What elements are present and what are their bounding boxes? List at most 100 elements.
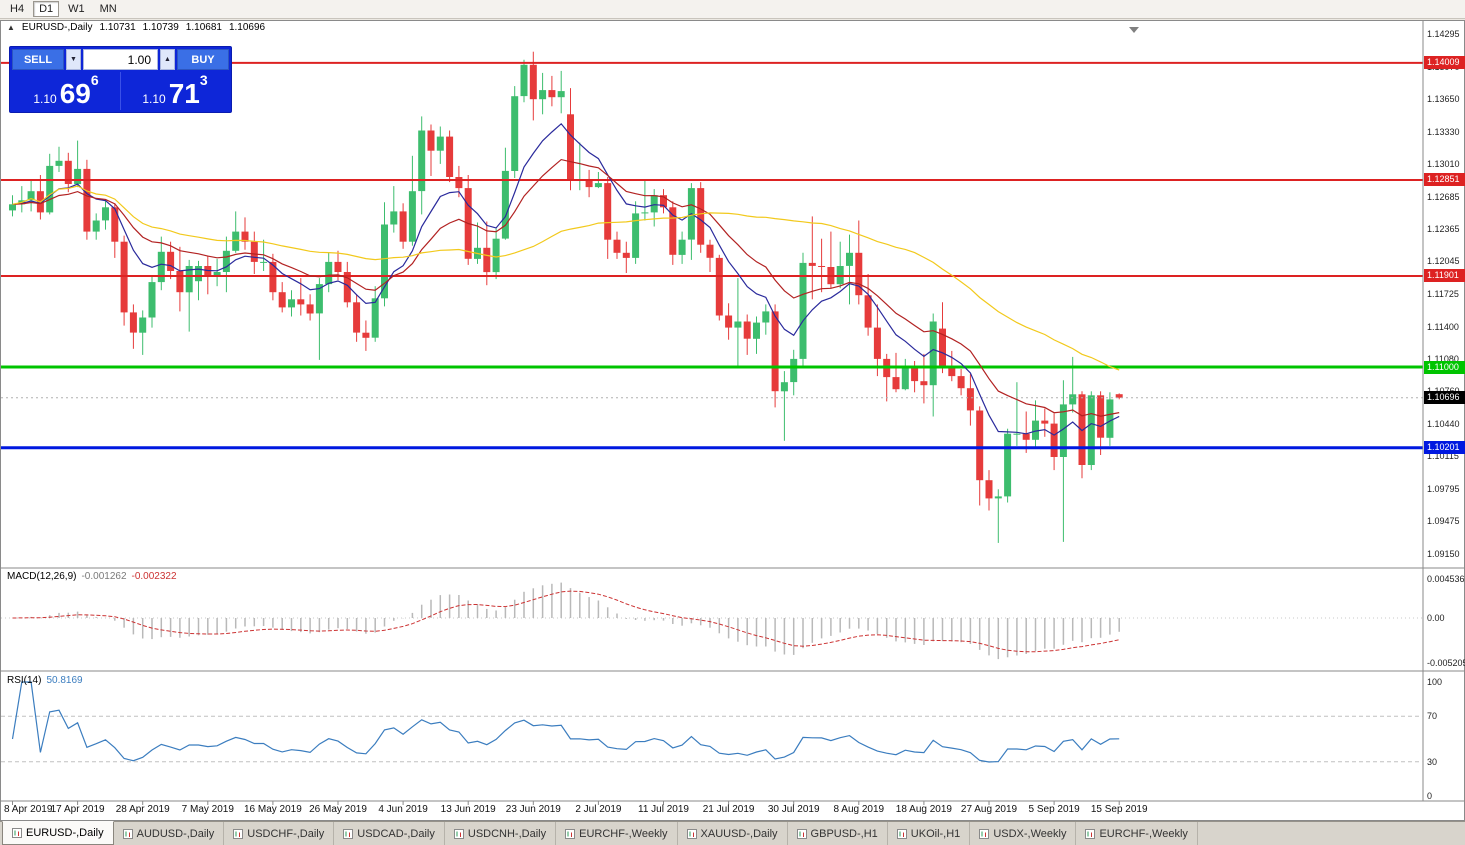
candle-body	[529, 64, 537, 100]
moving-average-line-45	[12, 185, 1120, 371]
candle-body	[715, 257, 723, 316]
candle-body	[1059, 404, 1067, 457]
candle-body	[585, 179, 593, 188]
candle-body	[613, 239, 621, 253]
candle-body	[808, 262, 816, 266]
chart-tab-eurusd-daily[interactable]: EURUSD-,Daily	[2, 821, 114, 845]
candle-body	[483, 247, 491, 273]
price-axis-label: 1.10440	[1427, 418, 1460, 429]
chart-tab-eurchf-weekly[interactable]: EURCHF-,Weekly	[1076, 822, 1198, 845]
candle-body	[901, 367, 909, 390]
price-axis[interactable]: 1.142951.139701.136501.133301.130101.126…	[1424, 21, 1465, 801]
chart-tab-audusd-daily[interactable]: AUDUSD-,Daily	[114, 822, 225, 845]
chart-tab-ukoil-h1[interactable]: UKOil-,H1	[888, 822, 971, 845]
candle-body	[650, 195, 658, 213]
candle-body	[892, 377, 900, 390]
chart-tab-eurchf-weekly[interactable]: EURCHF-,Weekly	[556, 822, 678, 845]
chart-tab-label: EURCHF-,Weekly	[1099, 827, 1188, 840]
chart-icon	[565, 828, 576, 839]
candle-body	[167, 251, 175, 271]
candle-body	[362, 332, 370, 338]
candle-body	[195, 266, 202, 282]
rsi-line	[11, 681, 1120, 763]
timeframe-d1-button[interactable]: D1	[33, 1, 60, 17]
candle-body	[102, 207, 109, 221]
candle-body	[1041, 420, 1049, 424]
price-axis-label: 1.12685	[1427, 191, 1460, 202]
price-axis-label: 1.13010	[1427, 158, 1460, 169]
candle-body	[855, 252, 863, 296]
price-axis-label: 1.09795	[1427, 483, 1460, 494]
candle-body	[864, 295, 872, 328]
ohlc-open-value: 1.10731	[99, 22, 136, 33]
candle-body	[381, 224, 388, 299]
candle-body	[734, 321, 742, 328]
ohlc-close-value: 1.10696	[228, 22, 266, 33]
candle-body	[948, 366, 956, 377]
candle-body	[567, 114, 574, 180]
price-axis-label: 1.12365	[1427, 224, 1460, 235]
candle-body	[873, 327, 881, 359]
chart-tab-gbpusd-h1[interactable]: GBPUSD-,H1	[788, 822, 888, 845]
candle-body	[111, 207, 119, 242]
candle-body	[176, 271, 184, 293]
chart-tab-usdx-weekly[interactable]: USDX-,Weekly	[970, 822, 1077, 845]
timeframe-h4-button[interactable]: H4	[4, 1, 30, 17]
chart-ohlc-header: ▲ EURUSD-,Daily 1.10731 1.10739 1.10681 …	[7, 22, 265, 33]
candle-body	[399, 211, 407, 242]
candle-body	[269, 261, 277, 293]
candle-body	[120, 241, 128, 313]
buy-price-big-digits: 71	[168, 78, 200, 110]
candle-body	[213, 272, 221, 276]
candle-body	[669, 207, 677, 255]
price-axis-label: 1.12045	[1427, 256, 1460, 267]
chart-tab-xauusd-daily[interactable]: XAUUSD-,Daily	[678, 822, 788, 845]
candle-body	[697, 188, 705, 245]
candle-body	[771, 311, 779, 392]
candle-body	[911, 367, 919, 382]
ohlc-low-value: 1.10681	[185, 22, 222, 33]
timeframe-w1-button[interactable]: W1	[62, 1, 91, 17]
collapse-trade-panel-icon[interactable]: ▲	[7, 23, 15, 32]
candle-body	[753, 322, 760, 339]
candle-body	[939, 328, 946, 366]
chart-tab-label: AUDUSD-,Daily	[136, 827, 215, 840]
sell-price-display[interactable]: 1.10 69 6	[12, 72, 120, 110]
price-level-tag: 1.12851	[1424, 173, 1465, 187]
chart-tab-usdcad-daily[interactable]: USDCAD-,Daily	[334, 822, 445, 845]
buy-price-display[interactable]: 1.10 71 3	[120, 72, 229, 110]
candle-body	[520, 64, 528, 97]
candle-body	[790, 358, 798, 383]
price-axis-label: 1.13650	[1427, 94, 1460, 105]
candle-body	[390, 211, 398, 225]
price-level-tag: 1.11000	[1424, 360, 1465, 374]
candle-body	[557, 91, 565, 98]
chart-window[interactable]: ▲ EURUSD-,Daily 1.10731 1.10739 1.10681 …	[0, 20, 1465, 821]
candle-body	[260, 261, 268, 263]
chart-tab-usdcnh-daily[interactable]: USDCNH-,Daily	[445, 822, 557, 845]
chart-tabs-bar: EURUSD-,Daily AUDUSD-,Daily USDCHF-,Daily U…	[0, 821, 1465, 845]
candle-body	[799, 262, 807, 359]
candle-body	[297, 299, 305, 305]
candle-body	[678, 239, 686, 255]
chart-shift-marker-icon[interactable]	[1129, 27, 1139, 33]
price-chart-canvas[interactable]	[1, 21, 1465, 822]
volume-decrease-button[interactable]: ▼	[66, 49, 81, 70]
timeframe-mn-button[interactable]: MN	[94, 1, 123, 17]
price-axis-label: 1.10115	[1427, 451, 1459, 462]
volume-increase-button[interactable]: ▲	[160, 49, 175, 70]
price-axis-label: 1.13330	[1427, 126, 1460, 137]
candle-body	[994, 496, 1002, 499]
candle-body	[1022, 433, 1030, 440]
rsi-indicator-label: RSI(14) 50.8169	[7, 675, 83, 686]
candle-body	[55, 160, 63, 166]
buy-button[interactable]: BUY	[177, 49, 229, 70]
sell-button[interactable]: SELL	[12, 49, 64, 70]
candle-body	[129, 312, 137, 333]
chart-icon	[122, 828, 133, 839]
chart-tab-usdchf-daily[interactable]: USDCHF-,Daily	[224, 822, 335, 845]
candle-body	[622, 252, 630, 258]
candle-body	[46, 165, 54, 213]
candle-body	[427, 130, 435, 151]
volume-input[interactable]	[83, 49, 158, 70]
